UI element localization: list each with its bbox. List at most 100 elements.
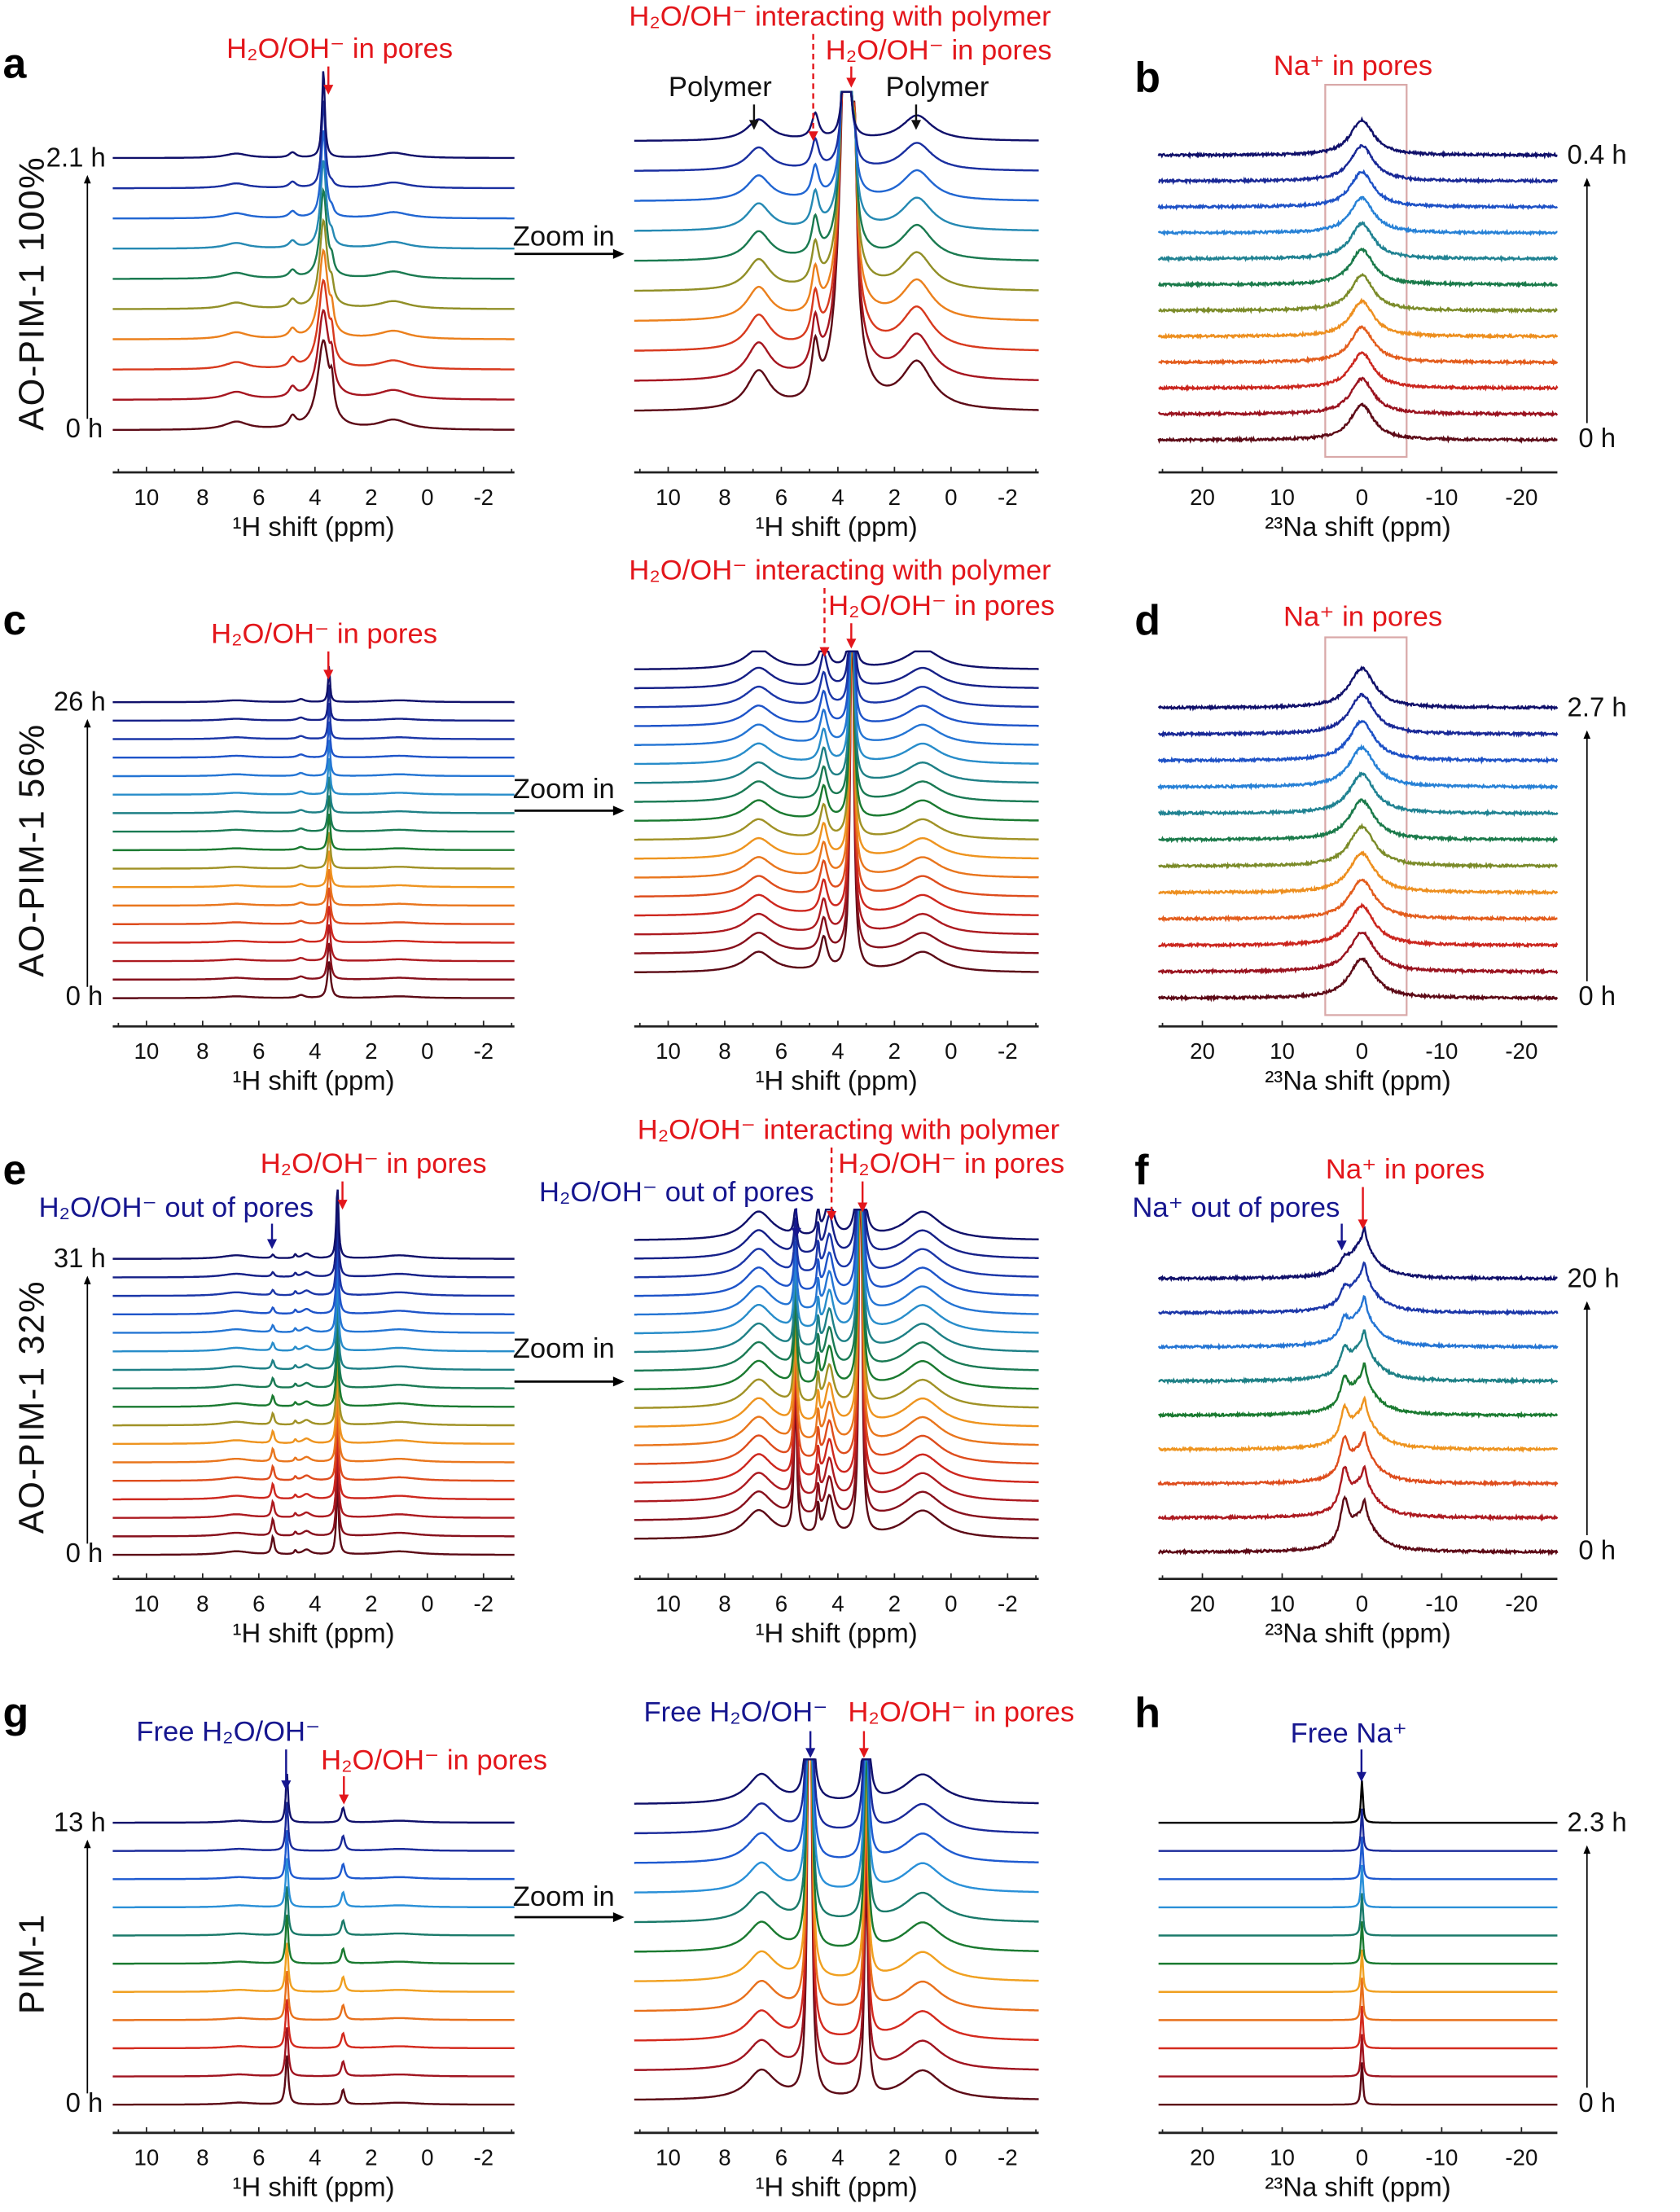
spectrum-trace (634, 650, 1039, 709)
x-tick-label: -20 (1505, 1591, 1537, 1616)
time-label-start: 0 h (66, 413, 103, 443)
spectrum-trace (1158, 1977, 1558, 2021)
peak-annotation: Na⁺ in pores (1326, 1154, 1485, 1185)
spectrum-trace (634, 1758, 1039, 1805)
x-tick-label: 0 (1356, 2145, 1368, 2170)
zoom-arrow-icon (514, 1911, 625, 1923)
x-axis-label: ¹H shift (ppm) (756, 1618, 918, 1648)
panel-d: d 20 10 0 -10 -20 ²³Na shift (ppm) 2.7 h 0 h Na⁺ … (1134, 597, 1626, 1095)
spectrum-trace (634, 650, 1039, 690)
x-tick-label: 0 (1356, 485, 1368, 510)
spectrum-trace (1158, 1864, 1558, 1909)
panel-a-left: a 10 8 6 4 2 0 -2 ¹H shift (ppm) 2.1 h 0 h H₂O/OH⁻ … (2, 33, 515, 542)
peak-arrow-icon (805, 1731, 816, 1758)
x-tick-label: 4 (309, 485, 321, 510)
spectrum-trace (112, 1914, 515, 1965)
highlight-box (1324, 636, 1408, 1016)
x-tick-label: -20 (1505, 1038, 1537, 1064)
spectrum-trace (634, 1758, 1039, 1982)
spectrum-trace (634, 90, 1039, 202)
x-tick-label: 8 (196, 2145, 208, 2170)
spectrum-trace (1157, 1431, 1559, 1488)
peak-annotation: Free Na⁺ (1291, 1718, 1407, 1749)
x-axis-label: ²³Na shift (ppm) (1265, 511, 1450, 542)
spectrum-trace (634, 1758, 1039, 1835)
spectrum-trace (112, 703, 515, 740)
spectrum-trace (634, 90, 1039, 172)
spectrum-trace (112, 795, 515, 833)
spectrum-trace (1158, 1921, 1558, 1965)
spectrum-trace (1157, 878, 1558, 923)
spectrum-trace (112, 71, 515, 160)
x-axis-label: ¹H shift (ppm) (756, 2172, 918, 2202)
spectrum-trace (1157, 744, 1559, 791)
time-label-start: 0 h (66, 1538, 103, 1568)
spectrum-trace (112, 130, 515, 220)
x-tick-label: -2 (998, 485, 1018, 510)
sample-label: AO-PIM-1 56% (13, 723, 52, 977)
x-tick-label: 4 (831, 1591, 844, 1616)
spectrum-trace (634, 1758, 1039, 1953)
spectrum-trace (634, 650, 1039, 841)
peak-arrow-icon (858, 1731, 869, 1758)
x-tick-label: 0 (945, 2145, 957, 2170)
panel-letter: e (2, 1147, 26, 1194)
panel-letter: g (2, 1689, 29, 1736)
x-tick-label: 4 (309, 1038, 321, 1064)
x-tick-label: 10 (656, 1038, 681, 1064)
sample-label: AO-PIM-1 100% (13, 156, 52, 431)
x-tick-label: 20 (1190, 1591, 1215, 1616)
spectrum-trace (634, 90, 1039, 262)
peak-arrow-icon (846, 623, 857, 649)
x-tick-label: 20 (1190, 1038, 1215, 1064)
x-tick-label: 4 (831, 485, 844, 510)
peak-annotation: H₂O/OH⁻ interacting with polymer (629, 555, 1051, 586)
spectrum-trace (112, 1411, 515, 1482)
x-tick-label: -20 (1505, 2145, 1537, 2170)
x-tick-label: 2 (888, 2145, 901, 2170)
x-axis-label: ¹H shift (ppm) (756, 1065, 918, 1095)
spectrum-trace (1158, 771, 1559, 818)
spectrum-trace (1157, 297, 1559, 340)
spectrum-trace (634, 650, 1039, 822)
peak-arrow-icon (808, 33, 818, 142)
spectrum-trace (1158, 247, 1559, 289)
spectrum-trace (634, 650, 1039, 766)
x-tick-label: -2 (473, 485, 493, 510)
x-tick-label: 6 (252, 1591, 265, 1616)
spectrum-trace (1158, 1261, 1559, 1317)
spectrum-trace (112, 1226, 515, 1297)
spectrum-trace (112, 279, 515, 371)
time-label-end: 2.7 h (1568, 691, 1627, 722)
spectrum-trace (1158, 1893, 1558, 1937)
spectrum-trace (112, 1830, 515, 1881)
time-label-end: 0.4 h (1568, 139, 1627, 169)
x-tick-label: 4 (309, 1591, 321, 1616)
x-tick-label: 0 (421, 2145, 433, 2170)
x-tick-label: -20 (1505, 485, 1537, 510)
peak-annotation: Na⁺ in pores (1283, 602, 1442, 633)
x-tick-label: 10 (1270, 2145, 1295, 2170)
spectrum-trace (1158, 823, 1559, 870)
x-tick-label: 0 (1356, 1038, 1368, 1064)
time-arrow (83, 1839, 91, 2094)
spectrum-trace (634, 650, 1039, 955)
spectrum-trace (112, 850, 515, 889)
time-arrow (1583, 1301, 1591, 1535)
spectrum-trace (634, 650, 1039, 917)
spectrum-trace (112, 1374, 515, 1446)
panel-letter: d (1134, 597, 1160, 644)
spectrum-trace (634, 1208, 1039, 1335)
peak-arrow-icon (1356, 1749, 1366, 1782)
x-axis-label: ¹H shift (ppm) (756, 511, 918, 542)
peak-annotation: H₂O/OH⁻ in pores (826, 35, 1052, 66)
x-tick-label: 4 (831, 1038, 844, 1064)
time-label-start: 0 h (1578, 1534, 1616, 1565)
spectrum-trace (634, 650, 1039, 860)
spectrum-trace (112, 740, 515, 778)
spectrum-trace (634, 650, 1039, 898)
time-arrow (83, 1275, 91, 1544)
spectrum-trace (112, 1802, 515, 1852)
spectrum-trace (112, 684, 515, 722)
spectrum-trace (112, 1244, 515, 1316)
